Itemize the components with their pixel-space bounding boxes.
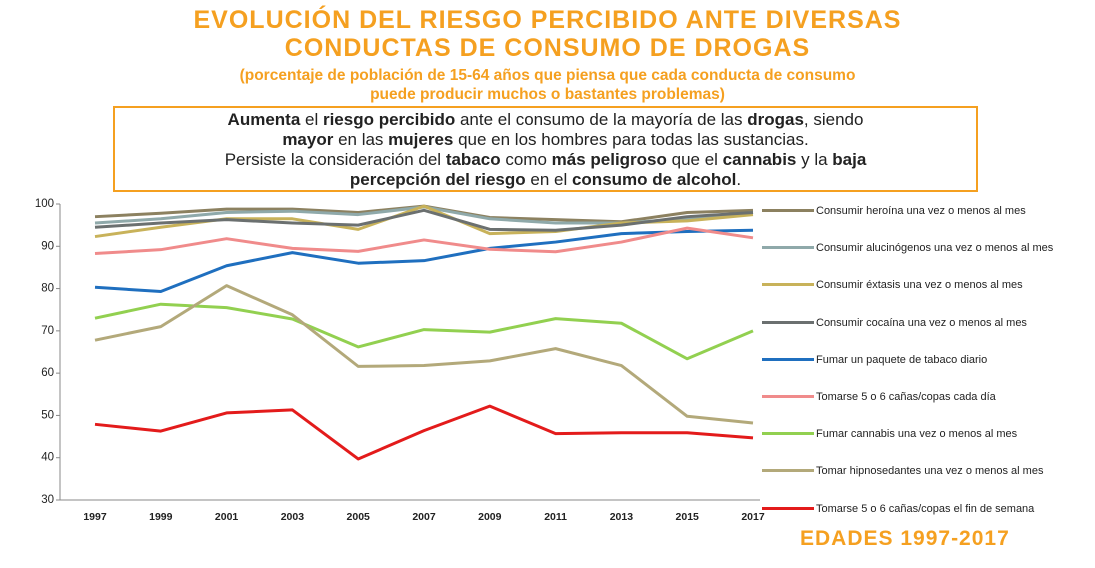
y-tick-label: 30: [41, 494, 54, 506]
legend-item: Consumir heroína una vez o menos al mes: [762, 205, 1095, 217]
series-line: [94, 226, 754, 255]
box-text: consumo de alcohol: [571, 170, 737, 189]
box-text: baja: [832, 150, 867, 169]
box-text: más peligroso: [551, 150, 667, 169]
box-text: Persiste la consideración del: [224, 150, 446, 169]
box-text: en las: [333, 130, 389, 149]
legend-swatch: [762, 283, 814, 287]
box-text: que en los hombres para todas las sustan…: [453, 130, 809, 149]
y-tick-label: 100: [35, 198, 54, 210]
legend-item: Fumar cannabis una vez o menos al mes: [762, 428, 1095, 440]
legend-label: Consumir alucinógenos una vez o menos al…: [816, 242, 1054, 255]
x-tick-label: 2003: [281, 511, 305, 523]
subtitle-line: (porcentaje de población de 15-64 años q…: [239, 67, 856, 84]
legend-swatch: [762, 246, 814, 250]
legend-item: Consumir alucinógenos una vez o menos al…: [762, 242, 1095, 254]
x-tick-label: 2009: [478, 511, 502, 523]
legend-swatch: [762, 357, 814, 361]
title: EVOLUCIÓN DEL RIESGO PERCIBIDO ANTE DIVE…: [0, 6, 1095, 62]
legend-swatch: [762, 320, 814, 324]
legend-item: Fumar un paquete de tabaco diario: [762, 354, 1095, 366]
box-text: , siendo: [803, 110, 864, 129]
x-tick-label: 1997: [83, 511, 107, 523]
legend-item: Tomarse 5 o 6 cañas/copas el fin de sema…: [762, 503, 1095, 515]
legend-swatch: [762, 395, 814, 398]
legend-item: Tomarse 5 o 6 cañas/copas cada día: [762, 391, 1095, 403]
box-text: Aumenta: [227, 110, 301, 129]
title-line: EVOLUCIÓN DEL RIESGO PERCIBIDO ANTE DIVE…: [193, 6, 902, 34]
x-tick-label: 2015: [676, 511, 700, 523]
subtitle-line: puede producir muchos o bastantes proble…: [370, 86, 725, 103]
x-tick-label: 2017: [741, 511, 765, 523]
y-tick-label: 40: [41, 452, 54, 464]
box-text: tabaco: [445, 150, 501, 169]
box-text: en el: [525, 170, 572, 189]
legend-label: Fumar cannabis una vez o menos al mes: [816, 428, 1018, 441]
y-tick-label: 60: [41, 367, 54, 379]
x-tick-label: 2001: [215, 511, 239, 523]
box-text: percepción del riesgo: [349, 170, 526, 189]
series-line: [94, 404, 754, 461]
title-line: CONDUCTAS DE CONSUMO DE DROGAS: [284, 34, 811, 62]
series-line: [94, 284, 754, 425]
summary-box: Aumenta el riesgo percibido ante el cons…: [113, 106, 978, 192]
series-line: [94, 302, 754, 361]
box-text: .: [736, 170, 742, 189]
legend-label: Fumar un paquete de tabaco diario: [816, 353, 988, 366]
legend-item: Consumir cocaína una vez o menos al mes: [762, 317, 1095, 329]
box-text: el: [300, 110, 323, 129]
legend-item: Consumir éxtasis una vez o menos al mes: [762, 279, 1095, 291]
series-line: [94, 228, 754, 294]
x-tick-label: 2013: [610, 511, 634, 523]
y-tick-label: 80: [41, 283, 54, 295]
box-text: mujeres: [388, 130, 454, 149]
box-text: que el: [666, 150, 723, 169]
legend-swatch: [762, 432, 814, 436]
legend-label: Tomar hipnosedantes una vez o menos al m…: [816, 465, 1044, 478]
legend-label: Tomarse 5 o 6 cañas/copas cada día: [816, 391, 996, 403]
box-text: riesgo percibido: [322, 110, 456, 129]
y-tick-label: 50: [41, 409, 54, 421]
legend-label: Consumir heroína una vez o menos al mes: [816, 205, 1026, 217]
series-line: [94, 208, 754, 232]
legend-swatch: [762, 469, 814, 473]
legend-swatch: [762, 209, 814, 212]
subtitle: (porcentaje de población de 15-64 años q…: [0, 66, 1095, 104]
box-text: mayor: [282, 130, 334, 149]
box-line: percepción del riesgo en el consumo de a…: [115, 170, 976, 190]
legend-label: Consumir cocaína una vez o menos al mes: [816, 316, 1027, 329]
box-text: drogas: [747, 110, 804, 129]
box-text: como: [500, 150, 552, 169]
legend-swatch: [762, 506, 814, 510]
box-text: cannabis: [722, 150, 797, 169]
legend-item: Tomar hipnosedantes una vez o menos al m…: [762, 465, 1095, 477]
legend-label: Tomarse 5 o 6 cañas/copas el fin de sema…: [816, 502, 1035, 515]
legend-label: Consumir éxtasis una vez o menos al mes: [816, 279, 1023, 292]
y-tick-label: 90: [41, 240, 54, 252]
y-tick-label: 70: [41, 325, 54, 337]
box-line: mayor en las mujeres que en los hombres …: [115, 130, 976, 150]
x-tick-label: 2011: [544, 511, 567, 523]
box-text: y la: [796, 150, 833, 169]
x-tick-label: 1999: [149, 511, 173, 523]
footer: EDADES 1997-2017: [800, 527, 1010, 550]
box-line: Aumenta el riesgo percibido ante el cons…: [115, 110, 976, 130]
box-text: ante el consumo de la mayoría de las: [455, 110, 748, 129]
box-line: Persiste la consideración del tabaco com…: [115, 150, 976, 170]
x-tick-label: 2005: [347, 511, 371, 523]
x-tick-label: 2007: [412, 511, 436, 523]
